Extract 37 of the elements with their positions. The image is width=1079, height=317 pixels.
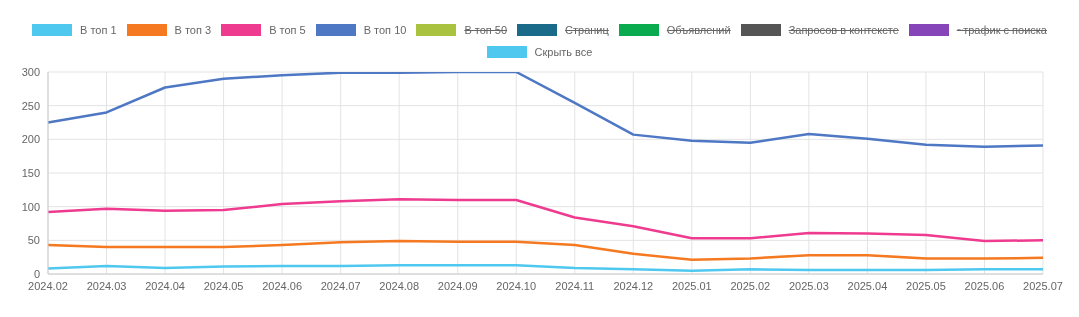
line-series <box>46 198 1045 243</box>
x-tick-label: 2024.04 <box>145 279 185 292</box>
x-tick-label: 2024.07 <box>320 279 361 292</box>
x-tick-label: 2025.04 <box>847 279 888 292</box>
x-tick-label: 2024.03 <box>86 279 127 292</box>
text: Скрыть все <box>534 45 593 60</box>
y-tick-label: 250 <box>21 99 40 112</box>
y-tick-label: 150 <box>21 166 40 179</box>
x-tick-label: 2025.07 <box>1023 279 1063 292</box>
x-tick-label: 2024.06 <box>262 279 302 292</box>
legend-label: Страниц <box>565 23 609 38</box>
legend-label: Запросов в контексте <box>788 23 899 38</box>
y-tick-label: 300 <box>21 65 40 78</box>
legend-label: ~трафик с поиска <box>956 23 1047 38</box>
x-tick-label: 2024.12 <box>613 279 654 292</box>
x-tick-label: 2025.06 <box>964 279 1005 292</box>
y-tick-label: 100 <box>21 200 40 213</box>
x-tick-label: 2024.09 <box>437 279 478 292</box>
x-tick-label: 2024.02 <box>28 279 68 292</box>
line-series <box>46 239 1045 262</box>
x-tick-label: 2024.11 <box>555 279 595 292</box>
x-tick-label: 2025.03 <box>789 279 829 292</box>
x-tick-label: 2025.02 <box>730 279 771 292</box>
x-tick-label: 2025.01 <box>671 279 712 292</box>
x-tick-label: 2024.08 <box>379 279 420 292</box>
y-tick-label: 200 <box>21 133 40 146</box>
legend-label: В топ 3 <box>174 23 212 38</box>
x-tick-label: 2025.05 <box>906 279 946 292</box>
legend-label: Объявлений <box>666 23 731 38</box>
y-tick-label: 50 <box>27 234 40 247</box>
x-tick-label: 2024.05 <box>203 279 244 292</box>
y-tick-label: 0 <box>33 267 40 280</box>
x-tick-label: 2024.10 <box>496 279 537 292</box>
legend-label: В топ 5 <box>269 23 306 38</box>
legend-label: В топ 10 <box>363 23 407 38</box>
legend-label: В топ 1 <box>80 23 117 38</box>
legend-label: В топ 50 <box>464 23 508 38</box>
